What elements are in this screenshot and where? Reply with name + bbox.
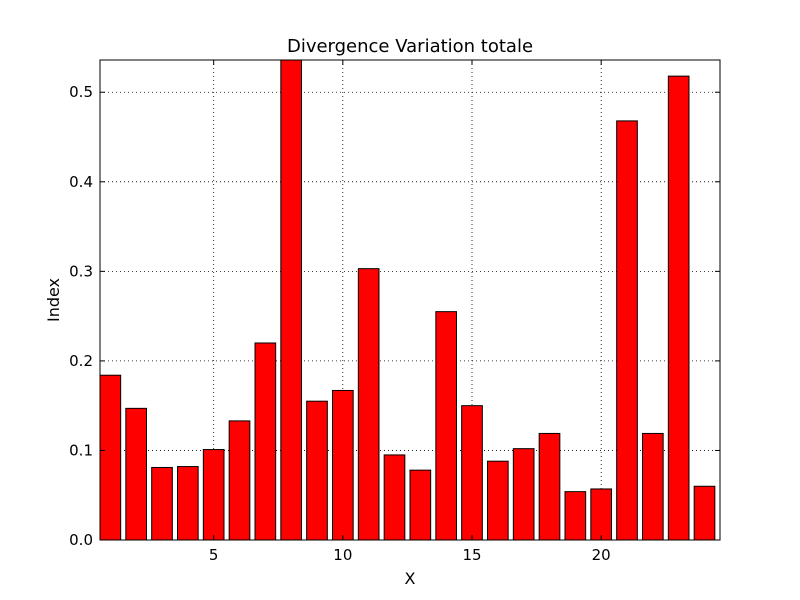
y-tick-label: 0.2 bbox=[69, 352, 93, 370]
bar-13 bbox=[409, 469, 432, 541]
bar-5 bbox=[202, 449, 225, 541]
x-axis-label: X bbox=[405, 569, 416, 588]
x-tick-label: 5 bbox=[209, 546, 219, 564]
x-tick-label: 10 bbox=[333, 546, 352, 564]
bar-23 bbox=[667, 75, 690, 541]
ticks bbox=[100, 60, 720, 541]
plot-frame bbox=[99, 59, 721, 541]
bar-18 bbox=[538, 432, 561, 541]
bar-22 bbox=[642, 432, 664, 541]
bar-2 bbox=[125, 407, 148, 541]
bar-4 bbox=[177, 466, 199, 541]
x-tick-labels: 5 10 15 20 bbox=[209, 546, 611, 564]
bar-14 bbox=[435, 311, 458, 541]
bar-16 bbox=[487, 460, 509, 541]
x-tick-label: 20 bbox=[592, 546, 611, 564]
bar-21 bbox=[616, 120, 638, 541]
y-tick-label: 0.5 bbox=[69, 83, 93, 101]
bar-24 bbox=[693, 485, 716, 541]
bar-15 bbox=[461, 405, 483, 541]
bar-20 bbox=[590, 488, 612, 541]
bar-7 bbox=[254, 342, 277, 541]
bar-3 bbox=[151, 466, 173, 541]
bar-12 bbox=[383, 454, 406, 541]
y-tick-label: 0.3 bbox=[69, 262, 93, 280]
y-tick-label: 0.1 bbox=[69, 441, 93, 459]
bar-19 bbox=[564, 491, 587, 541]
y-tick-label: 0.4 bbox=[69, 173, 93, 191]
bar-10 bbox=[332, 389, 354, 541]
bars bbox=[99, 59, 716, 541]
y-axis-label: Index bbox=[44, 278, 63, 322]
bar-8 bbox=[280, 59, 303, 541]
chart-title: Divergence Variation totale bbox=[287, 36, 533, 57]
y-tick-label: 0.0 bbox=[69, 531, 93, 549]
bar-11 bbox=[357, 268, 380, 541]
bar-9 bbox=[306, 400, 328, 541]
x-tick-label: 15 bbox=[462, 546, 481, 564]
bar-17 bbox=[512, 448, 535, 541]
bar-6 bbox=[228, 420, 251, 541]
bar-1 bbox=[99, 374, 122, 541]
y-tick-labels: 0.0 0.1 0.2 0.3 0.4 0.5 bbox=[69, 83, 93, 549]
